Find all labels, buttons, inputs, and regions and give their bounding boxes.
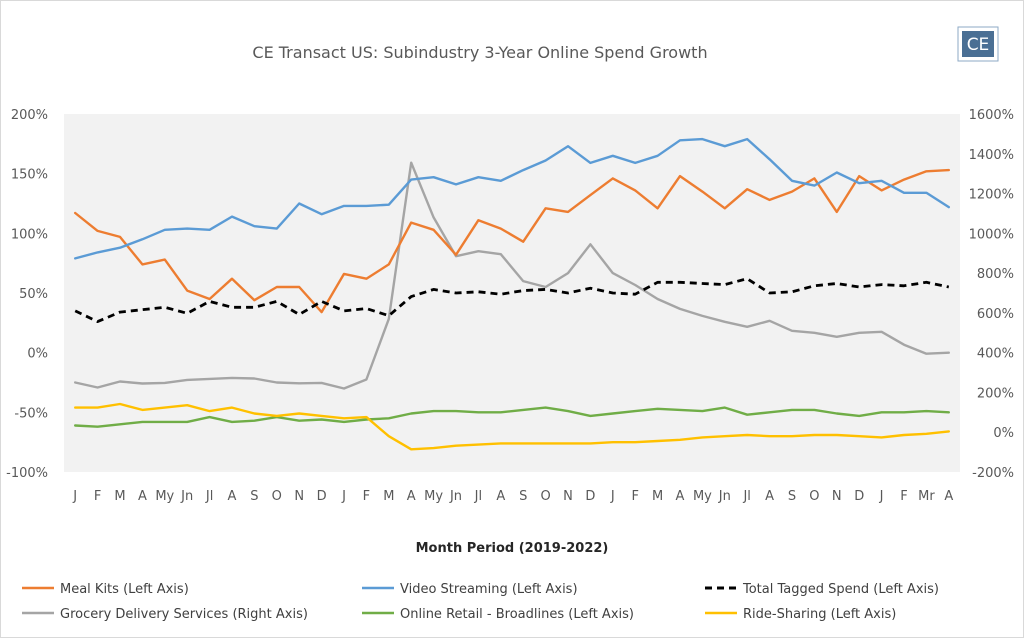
right-tick-label: 1200% [969,188,1014,203]
x-tick-label: J [879,489,884,504]
x-tick-label: A [676,489,685,504]
x-tick-label: A [496,489,505,504]
series-line-meal-kits [73,168,950,314]
right-tick-label: 1600% [969,108,1014,123]
x-tick-label: J [341,489,346,504]
left-axis: -100% -50% 0% 50% 100% 150% 200% [6,108,48,481]
x-tick-label: Jn [449,489,462,504]
x-tick-label: J [610,489,615,504]
x-tick-label: N [294,489,304,504]
right-tick-label: 200% [977,386,1014,401]
x-tick-label: A [138,489,147,504]
logo: CE [957,26,999,62]
legend-label-meal-kits: Meal Kits (Left Axis) [60,582,189,597]
x-tick-label: My [155,489,174,504]
legend-label-video-streaming: Video Streaming (Left Axis) [400,582,578,597]
x-tick-label: N [563,489,573,504]
x-tick-label: F [900,489,907,504]
logo-text: CE [967,35,990,55]
x-axis: J F M A My Jn Jl A S O N D J F M A My Jn Jl A S O N D J F M A My Jn Jl… [72,489,953,504]
right-tick-label: 800% [977,267,1014,282]
x-tick-label: J [72,489,77,504]
legend-label-ride-sharing: Ride-Sharing (Left Axis) [743,607,896,622]
x-tick-label: M [383,489,394,504]
x-tick-label: M [114,489,125,504]
x-tick-label: A [765,489,774,504]
x-tick-label: S [519,489,527,504]
x-tick-label: My [693,489,712,504]
legend-label-online-retail-broadlines: Online Retail - Broadlines (Left Axis) [400,607,634,622]
x-tick-label: F [94,489,101,504]
x-tick-label: Jl [474,489,482,504]
x-tick-label: A [228,489,237,504]
legend-label-grocery-delivery-services: Grocery Delivery Services (Right Axis) [60,607,308,622]
legend-label-total-tagged-spend: Total Tagged Spend (Left Axis) [742,582,939,597]
left-tick-label: 0% [27,347,48,362]
chart-title: CE Transact US: Subindustry 3-Year Onlin… [252,43,707,62]
x-tick-label: S [250,489,258,504]
x-tick-label: My [424,489,443,504]
left-tick-label: -100% [6,466,48,481]
x-tick-label: F [631,489,638,504]
left-tick-label: 200% [11,108,48,123]
x-tick-label: M [652,489,663,504]
x-tick-label: Jl [205,489,213,504]
legend: Meal Kits (Left Axis) Video Streaming (Le… [22,582,939,622]
x-tick-label: O [809,489,819,504]
series-line-video-streaming [73,137,950,260]
left-tick-label: 150% [11,168,48,183]
x-tick-label: Jn [180,489,193,504]
plot-area [64,114,960,472]
right-tick-label: 400% [977,347,1014,362]
series-lines [73,137,950,451]
x-tick-label: A [407,489,416,504]
x-tick-label: D [854,489,864,504]
x-tick-label: O [272,489,282,504]
logo-badge [962,31,994,57]
x-tick-label: N [832,489,842,504]
x-tick-label: O [540,489,550,504]
x-tick-label: D [317,489,327,504]
x-axis-label: Month Period (2019-2022) [416,541,609,556]
x-tick-label: F [363,489,370,504]
right-tick-label: 0% [993,426,1014,441]
right-tick-label: 600% [977,307,1014,322]
right-tick-label: -200% [972,466,1014,481]
x-tick-label: Jl [742,489,750,504]
left-tick-label: -50% [14,406,48,421]
x-tick-label: Jn [718,489,731,504]
x-tick-label: Mr [918,489,935,504]
series-line-online-retail-broadlines [73,406,950,428]
right-tick-label: 1400% [969,148,1014,163]
right-tick-label: 1000% [969,227,1014,242]
x-tick-label: S [788,489,796,504]
series-line-ride-sharing [73,402,950,451]
x-tick-label: D [585,489,595,504]
left-tick-label: 100% [11,227,48,242]
right-axis: -200% 0% 200% 400% 600% 800% 1000% 1200% 1400% 16… [969,108,1014,481]
series-line-grocery-delivery-services [73,161,950,390]
x-tick-label: A [944,489,953,504]
left-tick-label: 50% [19,287,48,302]
